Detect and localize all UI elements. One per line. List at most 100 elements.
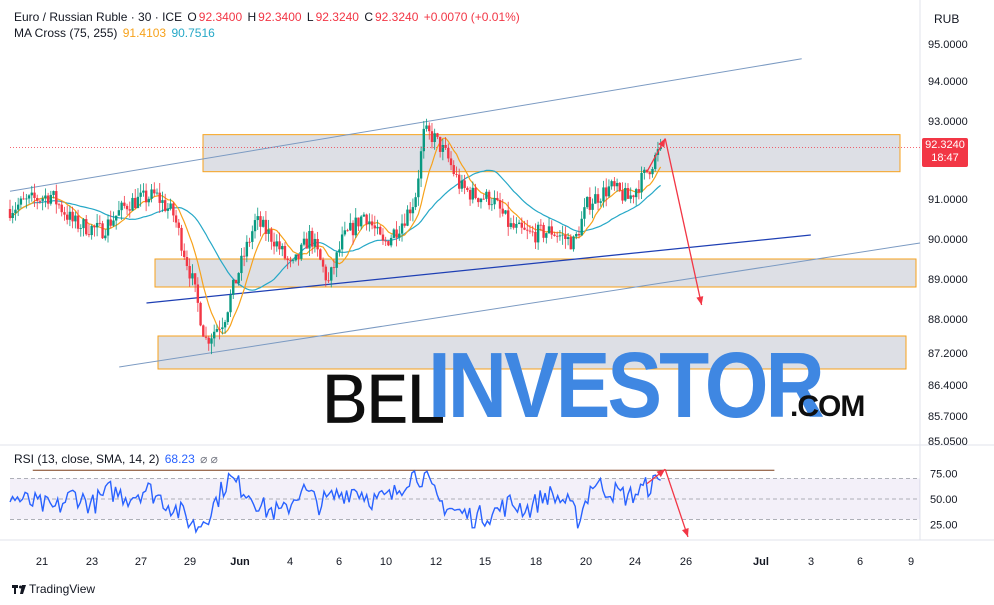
candle-body: [319, 249, 322, 260]
rsi-tick-label: 75.00: [930, 468, 958, 480]
candle-body: [452, 165, 455, 175]
ma-fast-value: 91.4103: [122, 26, 167, 40]
candle-body: [438, 136, 442, 152]
candle-body: [52, 191, 55, 195]
candle-body: [651, 168, 654, 175]
candle-body: [496, 197, 499, 201]
candle-body: [455, 174, 458, 175]
candle-body: [297, 254, 300, 259]
candle-body: [520, 222, 524, 228]
candle-body: [588, 196, 592, 210]
candle-body: [174, 215, 178, 223]
ohlc-high-label: H: [247, 10, 257, 24]
candle-body: [362, 214, 366, 217]
price-tick-label: 86.4000: [928, 380, 968, 392]
candle-body: [629, 195, 632, 199]
time-tick-label: Jul: [753, 556, 769, 568]
candle-body: [283, 246, 287, 259]
price-tick-label: 95.0000: [928, 39, 968, 51]
last-price-badge-value: 92.3240: [925, 139, 965, 151]
time-tick-label: 18: [530, 556, 542, 568]
candle-body: [648, 172, 651, 175]
candle-body: [256, 216, 259, 221]
tradingview-logo[interactable]: TradingView: [12, 582, 95, 596]
candle-body: [19, 198, 23, 205]
candle-body: [76, 215, 80, 229]
rsi-legend[interactable]: RSI (13, close, SMA, 14, 2) 68.23 ⌀ ⌀: [14, 452, 220, 466]
candle-body: [523, 227, 526, 230]
currency-label: RUB: [934, 12, 960, 26]
candle-body: [128, 209, 131, 211]
watermark-part1: BEL: [321, 357, 447, 441]
candle-body: [125, 205, 129, 210]
candle-body: [425, 125, 428, 129]
candle-body: [542, 224, 545, 238]
tradingview-logo-text: TradingView: [29, 582, 96, 596]
candle-body: [490, 204, 494, 206]
arrow-head: [696, 296, 704, 305]
rsi-visibility-icons[interactable]: ⌀ ⌀: [200, 452, 218, 466]
candle-body: [433, 133, 436, 143]
candle-body: [87, 234, 91, 236]
candle-body: [564, 234, 567, 240]
candle-body: [74, 215, 77, 222]
candle-body: [498, 200, 502, 209]
candle-body: [395, 229, 398, 238]
candle-body: [626, 188, 630, 199]
candle-body: [221, 327, 224, 330]
candle-body: [25, 198, 28, 200]
candle-body: [134, 197, 137, 208]
candle-body: [613, 181, 616, 187]
candle-body: [166, 208, 170, 211]
candle-body: [302, 238, 306, 245]
candle-body: [637, 189, 641, 193]
candle-body: [449, 158, 453, 166]
candle-body: [479, 198, 483, 203]
candle-body: [379, 226, 382, 235]
candle-body: [14, 209, 17, 214]
price-tick-label: 85.0500: [928, 436, 968, 448]
ohlc-high-value: 92.3400: [258, 10, 302, 24]
candle-body: [634, 189, 638, 198]
candle-body: [286, 258, 289, 261]
time-tick-label: 4: [287, 556, 293, 568]
candle-body: [245, 241, 249, 257]
candle-body: [278, 241, 281, 250]
candle-body: [44, 195, 47, 199]
candle-body: [398, 233, 401, 238]
candle-body: [253, 220, 257, 232]
time-tick-label: 10: [380, 556, 392, 568]
candle-body: [517, 222, 521, 224]
candle-body: [460, 180, 464, 189]
candle-body: [267, 229, 270, 234]
price-tick-label: 94.0000: [928, 76, 968, 88]
candle-body: [240, 255, 243, 274]
candle-body: [474, 187, 477, 199]
candle-body: [30, 192, 33, 196]
candle-body: [237, 273, 240, 284]
candle-body: [41, 198, 44, 201]
candle-body: [615, 182, 619, 187]
candle-body: [71, 211, 74, 222]
candle-body: [169, 203, 172, 209]
ma-legend[interactable]: MA Cross (75, 255) 91.4103 90.7516: [14, 26, 217, 40]
candle-body: [8, 209, 12, 218]
candle-body: [368, 221, 371, 225]
candle-body: [321, 259, 325, 267]
candle-body: [294, 254, 298, 261]
candle-body: [501, 208, 504, 214]
candle-body: [202, 325, 205, 337]
candle-body: [300, 244, 303, 259]
candle-body: [610, 181, 613, 187]
ohlc-low-value: 92.3240: [315, 10, 359, 24]
symbol-legend[interactable]: Euro / Russian Ruble · 30 · ICE O 92.3400…: [14, 10, 522, 24]
candle-body: [583, 207, 586, 219]
candle-body: [139, 192, 142, 197]
candle-body: [387, 241, 390, 246]
rsi-value: 68.23: [164, 452, 195, 466]
candle-body: [487, 191, 491, 206]
candle-body: [305, 238, 308, 249]
candle-body: [354, 217, 357, 236]
